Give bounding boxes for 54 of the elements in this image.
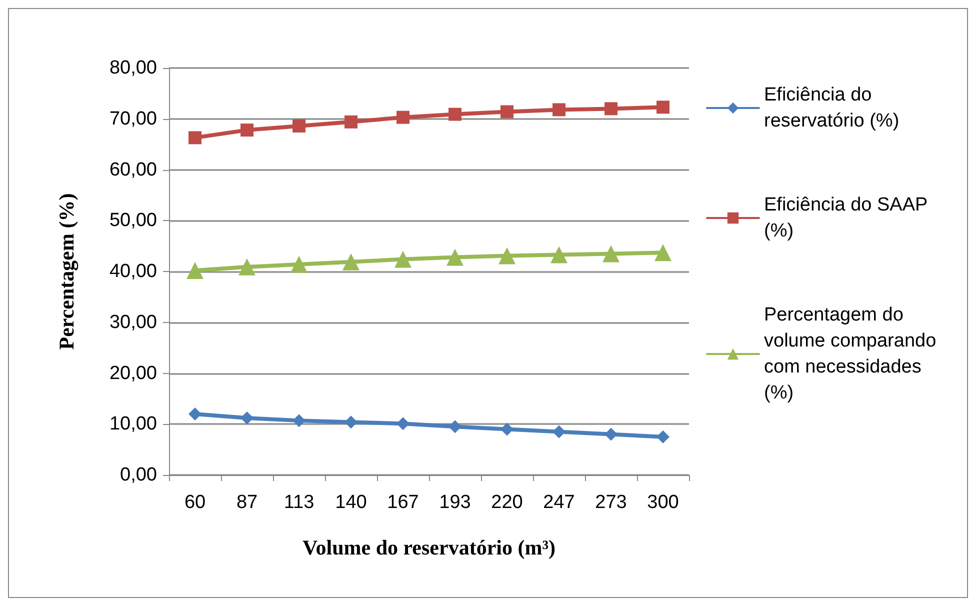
point: [292, 414, 306, 428]
point: [552, 103, 566, 116]
point: [342, 253, 360, 270]
point: [240, 124, 254, 137]
point: [186, 262, 204, 279]
point: [654, 244, 672, 262]
point: [394, 250, 412, 268]
x-tick-label: 273: [595, 492, 627, 513]
point: [290, 256, 308, 273]
y-tick-label: 60,00: [109, 159, 157, 180]
legend-label: Eficiência do SAAP (%): [764, 194, 933, 242]
point: [656, 100, 670, 114]
y-tick-label: 30,00: [109, 312, 157, 333]
x-tick-label: 300: [647, 492, 679, 513]
point: [656, 430, 670, 444]
point: [500, 105, 514, 118]
x-tick-label: 87: [236, 492, 258, 513]
point: [446, 248, 464, 266]
x-tick-label: 247: [543, 492, 575, 513]
point: [448, 108, 462, 121]
point: [344, 115, 358, 128]
point: [396, 417, 410, 430]
y-tick-label: 70,00: [109, 108, 157, 130]
point: [238, 258, 256, 276]
x-axis-title: Volume do reservatório (m³): [302, 536, 556, 560]
y-tick-label: 40,00: [109, 261, 157, 282]
point: [602, 245, 620, 262]
x-tick-label: 60: [184, 492, 206, 513]
y-tick-label: 20,00: [109, 362, 157, 384]
point: [344, 416, 358, 429]
y-tick-label: 80,00: [109, 58, 157, 78]
point: [188, 131, 202, 144]
point: [604, 102, 618, 116]
point: [396, 110, 410, 124]
x-tick-label: 220: [491, 492, 523, 513]
point: [500, 422, 514, 436]
y-tick-label: 10,00: [109, 414, 157, 435]
point: [498, 247, 516, 264]
point: [240, 412, 254, 425]
point: [552, 425, 566, 438]
y-axis-title: Percentagem (%): [54, 193, 78, 350]
point: [550, 246, 568, 264]
x-tick-label: 140: [335, 492, 367, 513]
x-tick-label: 193: [439, 492, 471, 513]
x-tick-label: 113: [284, 492, 314, 513]
y-tick-label: 0,00: [120, 464, 157, 486]
y-tick-label: 50,00: [109, 210, 157, 232]
x-tick-label: 167: [387, 492, 419, 513]
point: [604, 428, 618, 441]
point: [188, 407, 202, 420]
point: [448, 420, 462, 434]
point: [292, 119, 306, 132]
legend-label: Eficiência do reservatório (%): [764, 84, 900, 132]
legend-label: Percentagem do volume comparando com necessidades (%): [764, 304, 942, 404]
